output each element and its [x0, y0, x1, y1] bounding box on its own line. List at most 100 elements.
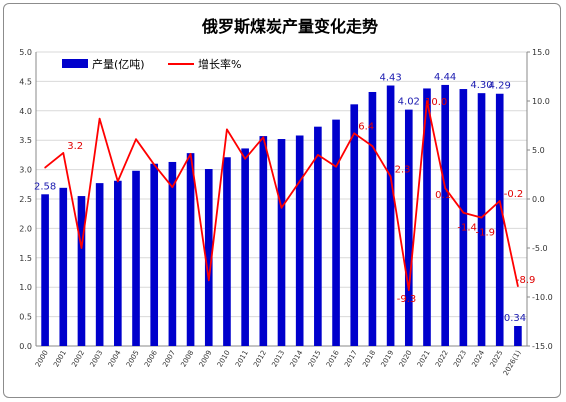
- data-labels: 2.58 4.43 4.02 4.44 4.304.29 0.34 3.2 6.4 2.3 -9.…: [34, 72, 535, 324]
- line-point: [135, 138, 137, 141]
- line-data-label: -0.2: [504, 189, 524, 200]
- line-data-label: 3.2: [67, 141, 83, 152]
- left-tick-label: 3.0: [19, 166, 32, 175]
- bar-data-label: 0.34: [504, 313, 526, 324]
- bar-data-label: 4.44: [434, 72, 456, 83]
- line-point: [444, 187, 446, 190]
- bar: [241, 148, 249, 346]
- x-tick-label: 2025: [489, 349, 505, 368]
- bar: [132, 170, 140, 346]
- bar: [223, 157, 231, 346]
- line-point: [117, 180, 119, 183]
- bar: [168, 161, 177, 346]
- right-tick-label: -10.0: [532, 293, 553, 302]
- line-point: [44, 166, 46, 169]
- line-point: [226, 128, 228, 131]
- bar: [295, 135, 304, 346]
- line-data-label: -8.9: [516, 275, 536, 286]
- x-tick-label: 2009: [198, 349, 214, 368]
- x-tick-label: 2014: [289, 349, 305, 369]
- x-tick-label: 2012: [252, 349, 268, 368]
- right-tick-label: 15.0: [532, 48, 550, 57]
- line-point: [426, 100, 428, 102]
- right-tick-label: 5.0: [532, 146, 545, 155]
- bar-series: [41, 84, 522, 347]
- bar-data-label: 4.02: [398, 97, 420, 108]
- line-data-label: 6.4: [358, 121, 374, 132]
- line-point: [298, 180, 301, 183]
- line-point: [317, 154, 319, 156]
- line-point: [262, 136, 265, 139]
- left-tick-label: 5.0: [19, 48, 32, 57]
- bar-data-label: 4.30: [470, 80, 492, 91]
- bar: [332, 119, 340, 347]
- line-point: [171, 186, 174, 189]
- left-tick-label: 4.5: [19, 77, 32, 86]
- x-tick-label: 2007: [161, 349, 177, 368]
- x-tick-label: 2021: [416, 349, 432, 368]
- x-tick-label: 2015: [307, 349, 323, 368]
- line-series: [44, 100, 519, 292]
- line-point: [153, 163, 156, 166]
- line-point: [480, 216, 483, 219]
- line-data-label: 2.3: [395, 164, 411, 175]
- x-tick-label: 2023: [452, 349, 468, 368]
- bar: [114, 180, 122, 346]
- left-tick-label: 2.0: [19, 224, 32, 233]
- legend: 产量(亿吨) 增长率%: [62, 57, 241, 71]
- line-point: [353, 132, 356, 135]
- line-point: [498, 200, 501, 202]
- bar-data-label: 4.29: [489, 81, 511, 92]
- x-tick-label: 2018: [361, 349, 377, 368]
- line-data-label: -1.4: [457, 223, 477, 234]
- left-tick-label: 0.0: [19, 342, 32, 351]
- x-tick-label: 2001: [52, 349, 68, 368]
- bar: [259, 136, 268, 346]
- line-point: [189, 153, 192, 155]
- bar-data-label: 4.43: [379, 73, 401, 84]
- bar-data-label: 2.58: [34, 181, 56, 192]
- bar: [404, 109, 413, 347]
- line-point: [462, 211, 465, 214]
- bar: [59, 187, 68, 346]
- bar: [186, 153, 195, 346]
- right-tick-label: -5.0: [532, 244, 548, 253]
- left-tick-label: 1.5: [19, 254, 32, 263]
- x-tick-label: 2016: [325, 349, 341, 369]
- line-data-label: 10.0: [425, 97, 447, 108]
- x-tick-label: 2005: [125, 349, 141, 368]
- line-point: [207, 279, 210, 282]
- x-tick-label: 2002: [70, 349, 86, 368]
- bar: [95, 183, 104, 346]
- bar: [495, 93, 504, 346]
- bar: [368, 91, 377, 346]
- right-tick-label: 0.0: [532, 195, 545, 204]
- bar: [277, 139, 286, 346]
- bar: [386, 85, 395, 347]
- line-point: [389, 175, 392, 178]
- line-point: [517, 285, 519, 288]
- line-point: [371, 145, 374, 147]
- line-data-label: -1.9: [476, 228, 496, 239]
- x-tick-label: 2022: [434, 349, 450, 368]
- x-tick-label: 2004: [107, 349, 123, 369]
- bar: [204, 169, 213, 346]
- legend-line-label: 增长率%: [198, 57, 241, 71]
- line-point: [244, 158, 246, 160]
- left-tick-label: 4.0: [19, 107, 32, 116]
- left-tick-label: 3.5: [19, 136, 32, 145]
- line-point: [98, 117, 101, 120]
- line-data-label: -9.3: [397, 294, 417, 305]
- x-tick-label: 2011: [234, 349, 250, 368]
- x-tick-label: 2020: [398, 349, 414, 368]
- left-tick-label: 2.5: [19, 195, 32, 204]
- right-tick-label: 10.0: [532, 97, 550, 106]
- left-tick-label: 1.0: [19, 283, 32, 292]
- line-point: [80, 247, 83, 249]
- line-point: [62, 152, 65, 154]
- legend-bar-label: 产量(亿吨): [92, 57, 145, 71]
- bar: [514, 326, 522, 346]
- line-point: [335, 165, 337, 168]
- bar: [459, 89, 468, 346]
